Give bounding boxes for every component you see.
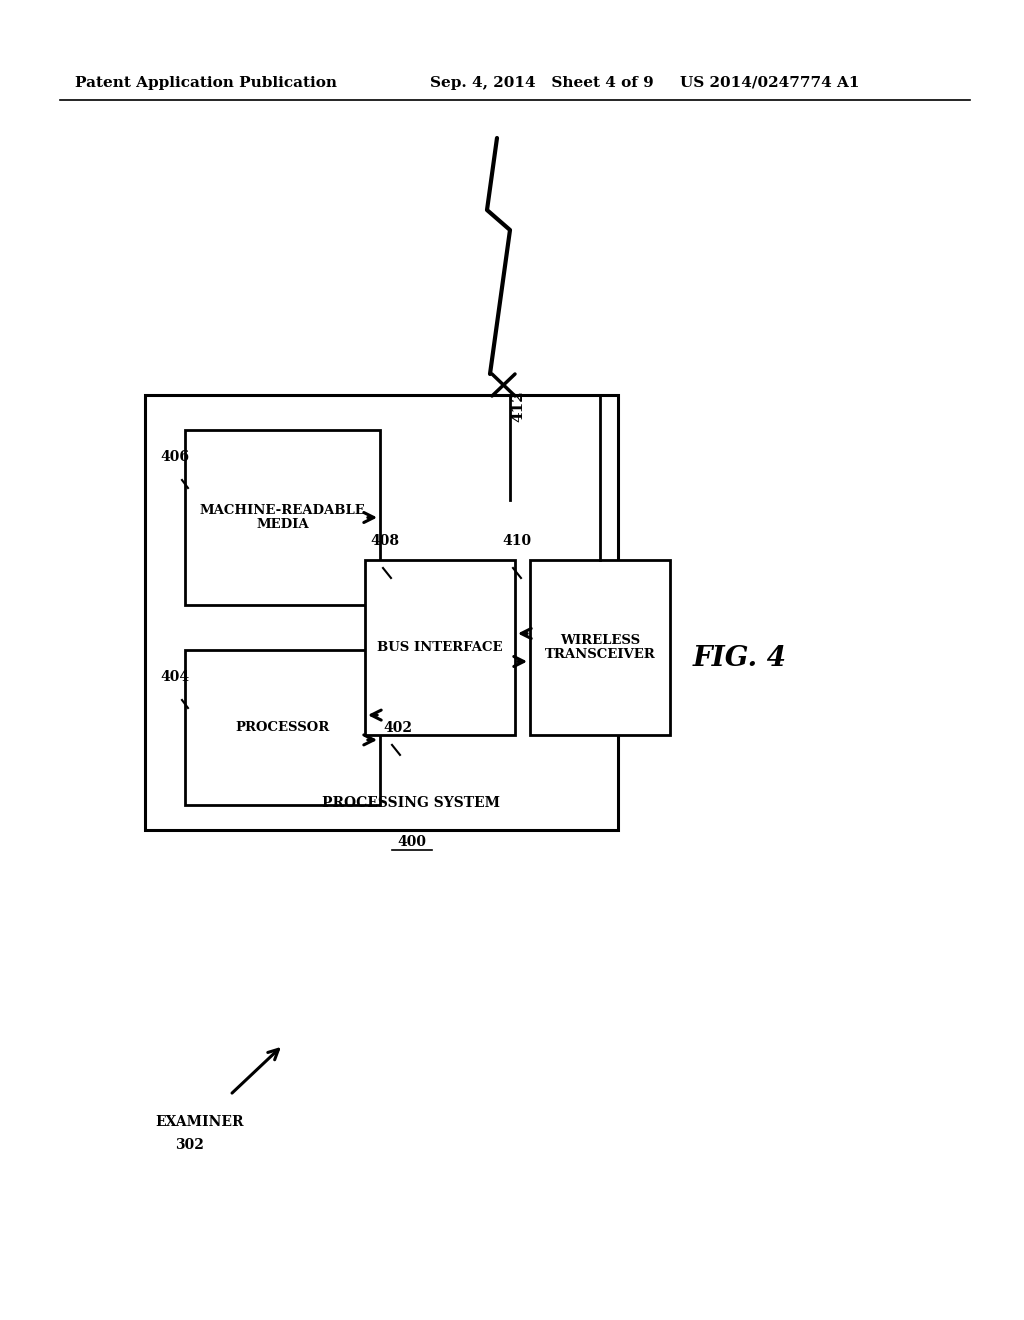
Text: MACHINE-READABLE
MEDIA: MACHINE-READABLE MEDIA <box>200 503 366 532</box>
Text: Patent Application Publication: Patent Application Publication <box>75 77 337 90</box>
Text: EXAMINER: EXAMINER <box>155 1115 244 1129</box>
Text: 302: 302 <box>175 1138 204 1152</box>
Bar <box>365 560 515 735</box>
Text: 402: 402 <box>383 721 412 735</box>
Bar <box>185 430 380 605</box>
Text: US 2014/0247774 A1: US 2014/0247774 A1 <box>680 77 859 90</box>
Text: BUS INTERFACE: BUS INTERFACE <box>377 642 503 653</box>
Text: WIRELESS
TRANSCEIVER: WIRELESS TRANSCEIVER <box>545 634 655 661</box>
Text: 404: 404 <box>160 671 189 684</box>
Text: Sep. 4, 2014   Sheet 4 of 9: Sep. 4, 2014 Sheet 4 of 9 <box>430 77 653 90</box>
Text: FIG. 4: FIG. 4 <box>693 644 787 672</box>
Text: 410: 410 <box>502 535 531 548</box>
Text: PROCESSING SYSTEM: PROCESSING SYSTEM <box>323 796 501 810</box>
Text: PROCESSOR: PROCESSOR <box>236 721 330 734</box>
Bar <box>530 560 670 735</box>
Text: 408: 408 <box>370 535 399 548</box>
Bar <box>185 649 380 805</box>
Text: 412: 412 <box>511 391 525 422</box>
Text: 406: 406 <box>160 450 189 465</box>
Text: 400: 400 <box>397 836 426 849</box>
Bar <box>145 395 618 830</box>
